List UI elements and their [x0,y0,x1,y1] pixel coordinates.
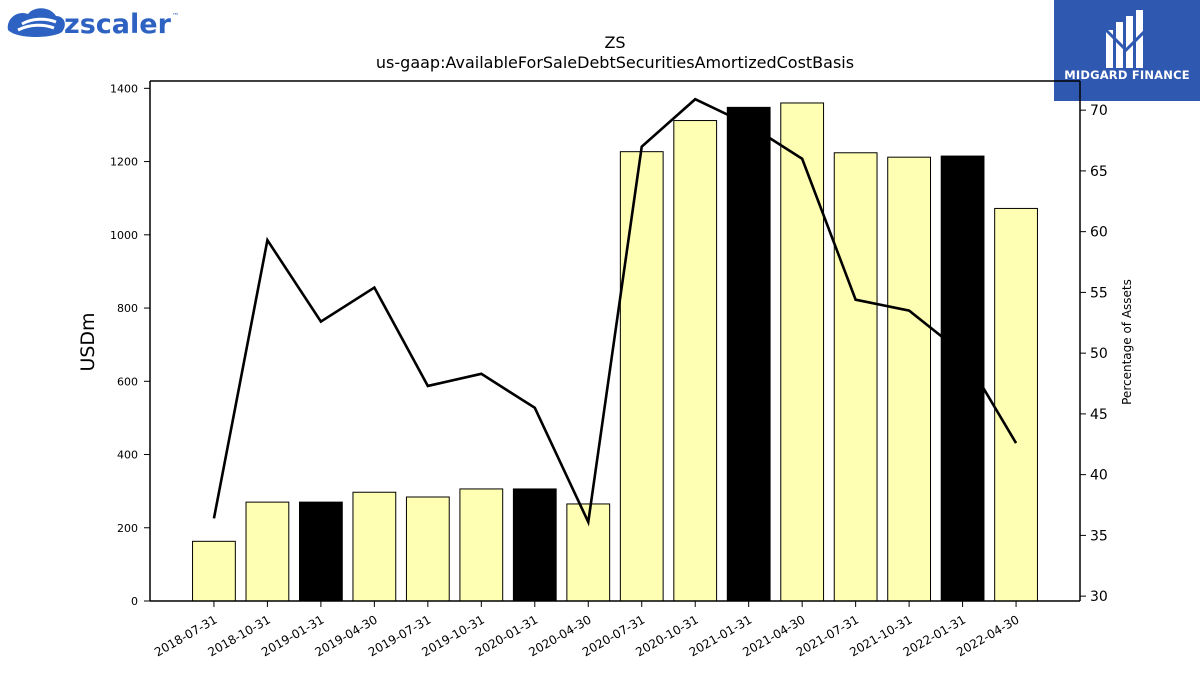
bar-2022-04-30 [994,207,1038,602]
zscaler-cloud-icon: zscaler ™ [7,8,179,40]
bar-2019-01-31 [298,501,343,602]
bar-series [192,102,1038,602]
y-axis-label: USDm [77,312,99,371]
bar-2021-10-31 [887,156,932,602]
line-series [212,97,1018,527]
bar-2020-01-31 [512,488,557,602]
y2-tick-label: 40 [1090,468,1108,484]
chart-title: ZS [604,33,625,52]
y-tick-label: 0 [131,595,138,608]
y2-tick-label: 35 [1090,528,1108,544]
y-tick-label: 200 [117,522,138,535]
y-tick-label: 1200 [110,156,138,169]
y-tick-label: 400 [117,449,138,462]
bar-2021-04-30 [780,102,825,602]
y2-tick-label: 55 [1090,285,1108,301]
bar-2020-07-31 [619,151,664,602]
midgard-finance-wordmark: MIDGARD FINANCE [1064,68,1190,82]
bar-2018-10-31 [245,501,290,602]
midgard-m-icon [1104,10,1148,68]
midgard-finance-logo: MIDGARD FINANCE [1054,0,1200,101]
zscaler-logo: zscaler ™ [4,4,184,44]
y2-axis-label: Percentage of Assets [1120,279,1134,405]
bar-2019-04-30 [352,491,397,602]
bar-2019-07-31 [405,496,450,602]
y-tick-label: 1400 [110,82,138,95]
bar-2021-01-31 [726,106,771,602]
y-tick-label: 800 [117,302,138,315]
bar-2020-10-31 [673,120,718,602]
chart-subtitle: us-gaap:AvailableForSaleDebtSecuritiesAm… [376,53,854,72]
y2-tick-label: 30 [1090,589,1108,605]
bar-2019-10-31 [459,488,504,602]
y2-tick-label: 45 [1090,407,1108,423]
y2-tick-label: 70 [1090,103,1108,119]
bar-2018-07-31 [192,540,236,602]
y-tick-label: 1000 [110,229,138,242]
y2-tick-label: 50 [1090,346,1108,362]
y-tick-label: 600 [117,375,138,388]
zscaler-wordmark: zscaler [64,9,172,40]
bar-2021-07-31 [833,152,878,602]
percentage-line [212,97,1018,527]
y2-tick-label: 65 [1090,164,1108,180]
zscaler-trademark: ™ [172,12,179,20]
y2-tick-label: 60 [1090,225,1108,241]
